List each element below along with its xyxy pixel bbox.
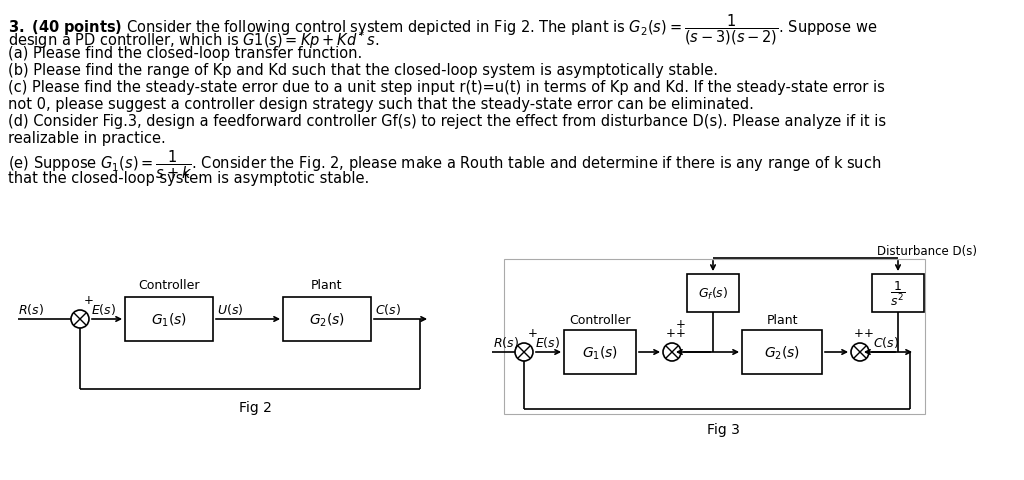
Circle shape	[663, 343, 681, 361]
Text: $E(s)$: $E(s)$	[91, 301, 116, 316]
Bar	[125, 298, 213, 341]
Text: realizable in practice.: realizable in practice.	[8, 131, 166, 146]
Text: +: +	[854, 326, 864, 339]
Text: (d) Consider Fig.3, design a feedforward controller Gf(s) to reject the effect f: (d) Consider Fig.3, design a feedforward…	[8, 114, 886, 129]
Text: not 0, please suggest a controller design strategy such that the steady-state er: not 0, please suggest a controller desig…	[8, 97, 754, 112]
Text: Controller: Controller	[569, 313, 631, 326]
Text: (e) Suppose $G_1(s) = \dfrac{1}{s+k}$. Consider the Fig. 2, please make a Routh : (e) Suppose $G_1(s) = \dfrac{1}{s+k}$. C…	[8, 148, 882, 180]
Text: $C(s)$: $C(s)$	[873, 334, 899, 349]
Text: $G_2(s)$: $G_2(s)$	[309, 311, 345, 328]
Text: $G_1(s)$: $G_1(s)$	[151, 311, 187, 328]
Text: Plant: Plant	[766, 313, 798, 326]
Text: +: +	[528, 326, 538, 339]
Text: +: +	[864, 326, 873, 339]
Circle shape	[851, 343, 869, 361]
Bar	[564, 330, 636, 374]
Text: $R(s)$: $R(s)$	[18, 301, 44, 316]
Bar	[283, 298, 371, 341]
Text: +: +	[676, 326, 686, 339]
Text: that the closed-loop system is asymptotic stable.: that the closed-loop system is asymptoti…	[8, 171, 370, 186]
Text: (c) Please find the steady-state error due to a unit step input r(t)=u(t) in ter: (c) Please find the steady-state error d…	[8, 80, 885, 95]
Text: +: +	[676, 317, 686, 330]
Bar	[872, 275, 924, 312]
Text: (b) Please find the range of Kp and Kd such that the closed-loop system is asymp: (b) Please find the range of Kp and Kd s…	[8, 63, 718, 78]
Text: design a PD controller, which is $\mathit{G1(s)=Kp+Kd^*s}$.: design a PD controller, which is $\mathi…	[8, 29, 379, 50]
Text: $G_1(s)$: $G_1(s)$	[582, 344, 618, 361]
Text: +: +	[666, 326, 676, 339]
Text: $G_f(s)$: $G_f(s)$	[697, 285, 728, 301]
Text: Fig 2: Fig 2	[239, 400, 271, 414]
Text: $U(s)$: $U(s)$	[217, 301, 244, 316]
Bar	[687, 275, 739, 312]
Text: −: −	[518, 347, 528, 360]
Text: $G_2(s)$: $G_2(s)$	[764, 344, 800, 361]
Text: $\mathbf{3.\ (40\ points)}$ Consider the following control system depicted in Fi: $\mathbf{3.\ (40\ points)}$ Consider the…	[8, 12, 878, 47]
Text: $\dfrac{1}{s^2}$: $\dfrac{1}{s^2}$	[891, 279, 905, 307]
Text: Plant: Plant	[311, 278, 343, 291]
Text: Fig 3: Fig 3	[707, 422, 740, 436]
Circle shape	[71, 311, 89, 328]
Circle shape	[515, 343, 534, 361]
Text: $E(s)$: $E(s)$	[535, 334, 560, 349]
Text: +: +	[84, 293, 94, 306]
Text: Disturbance D(s): Disturbance D(s)	[877, 244, 977, 257]
Text: Controller: Controller	[138, 278, 200, 291]
Bar	[504, 260, 925, 414]
Text: (a) Please find the closed-loop transfer function.: (a) Please find the closed-loop transfer…	[8, 46, 362, 61]
Bar	[742, 330, 822, 374]
Text: −: −	[74, 314, 84, 327]
Text: $C(s)$: $C(s)$	[375, 301, 401, 316]
Text: $R(s)$: $R(s)$	[493, 334, 519, 349]
